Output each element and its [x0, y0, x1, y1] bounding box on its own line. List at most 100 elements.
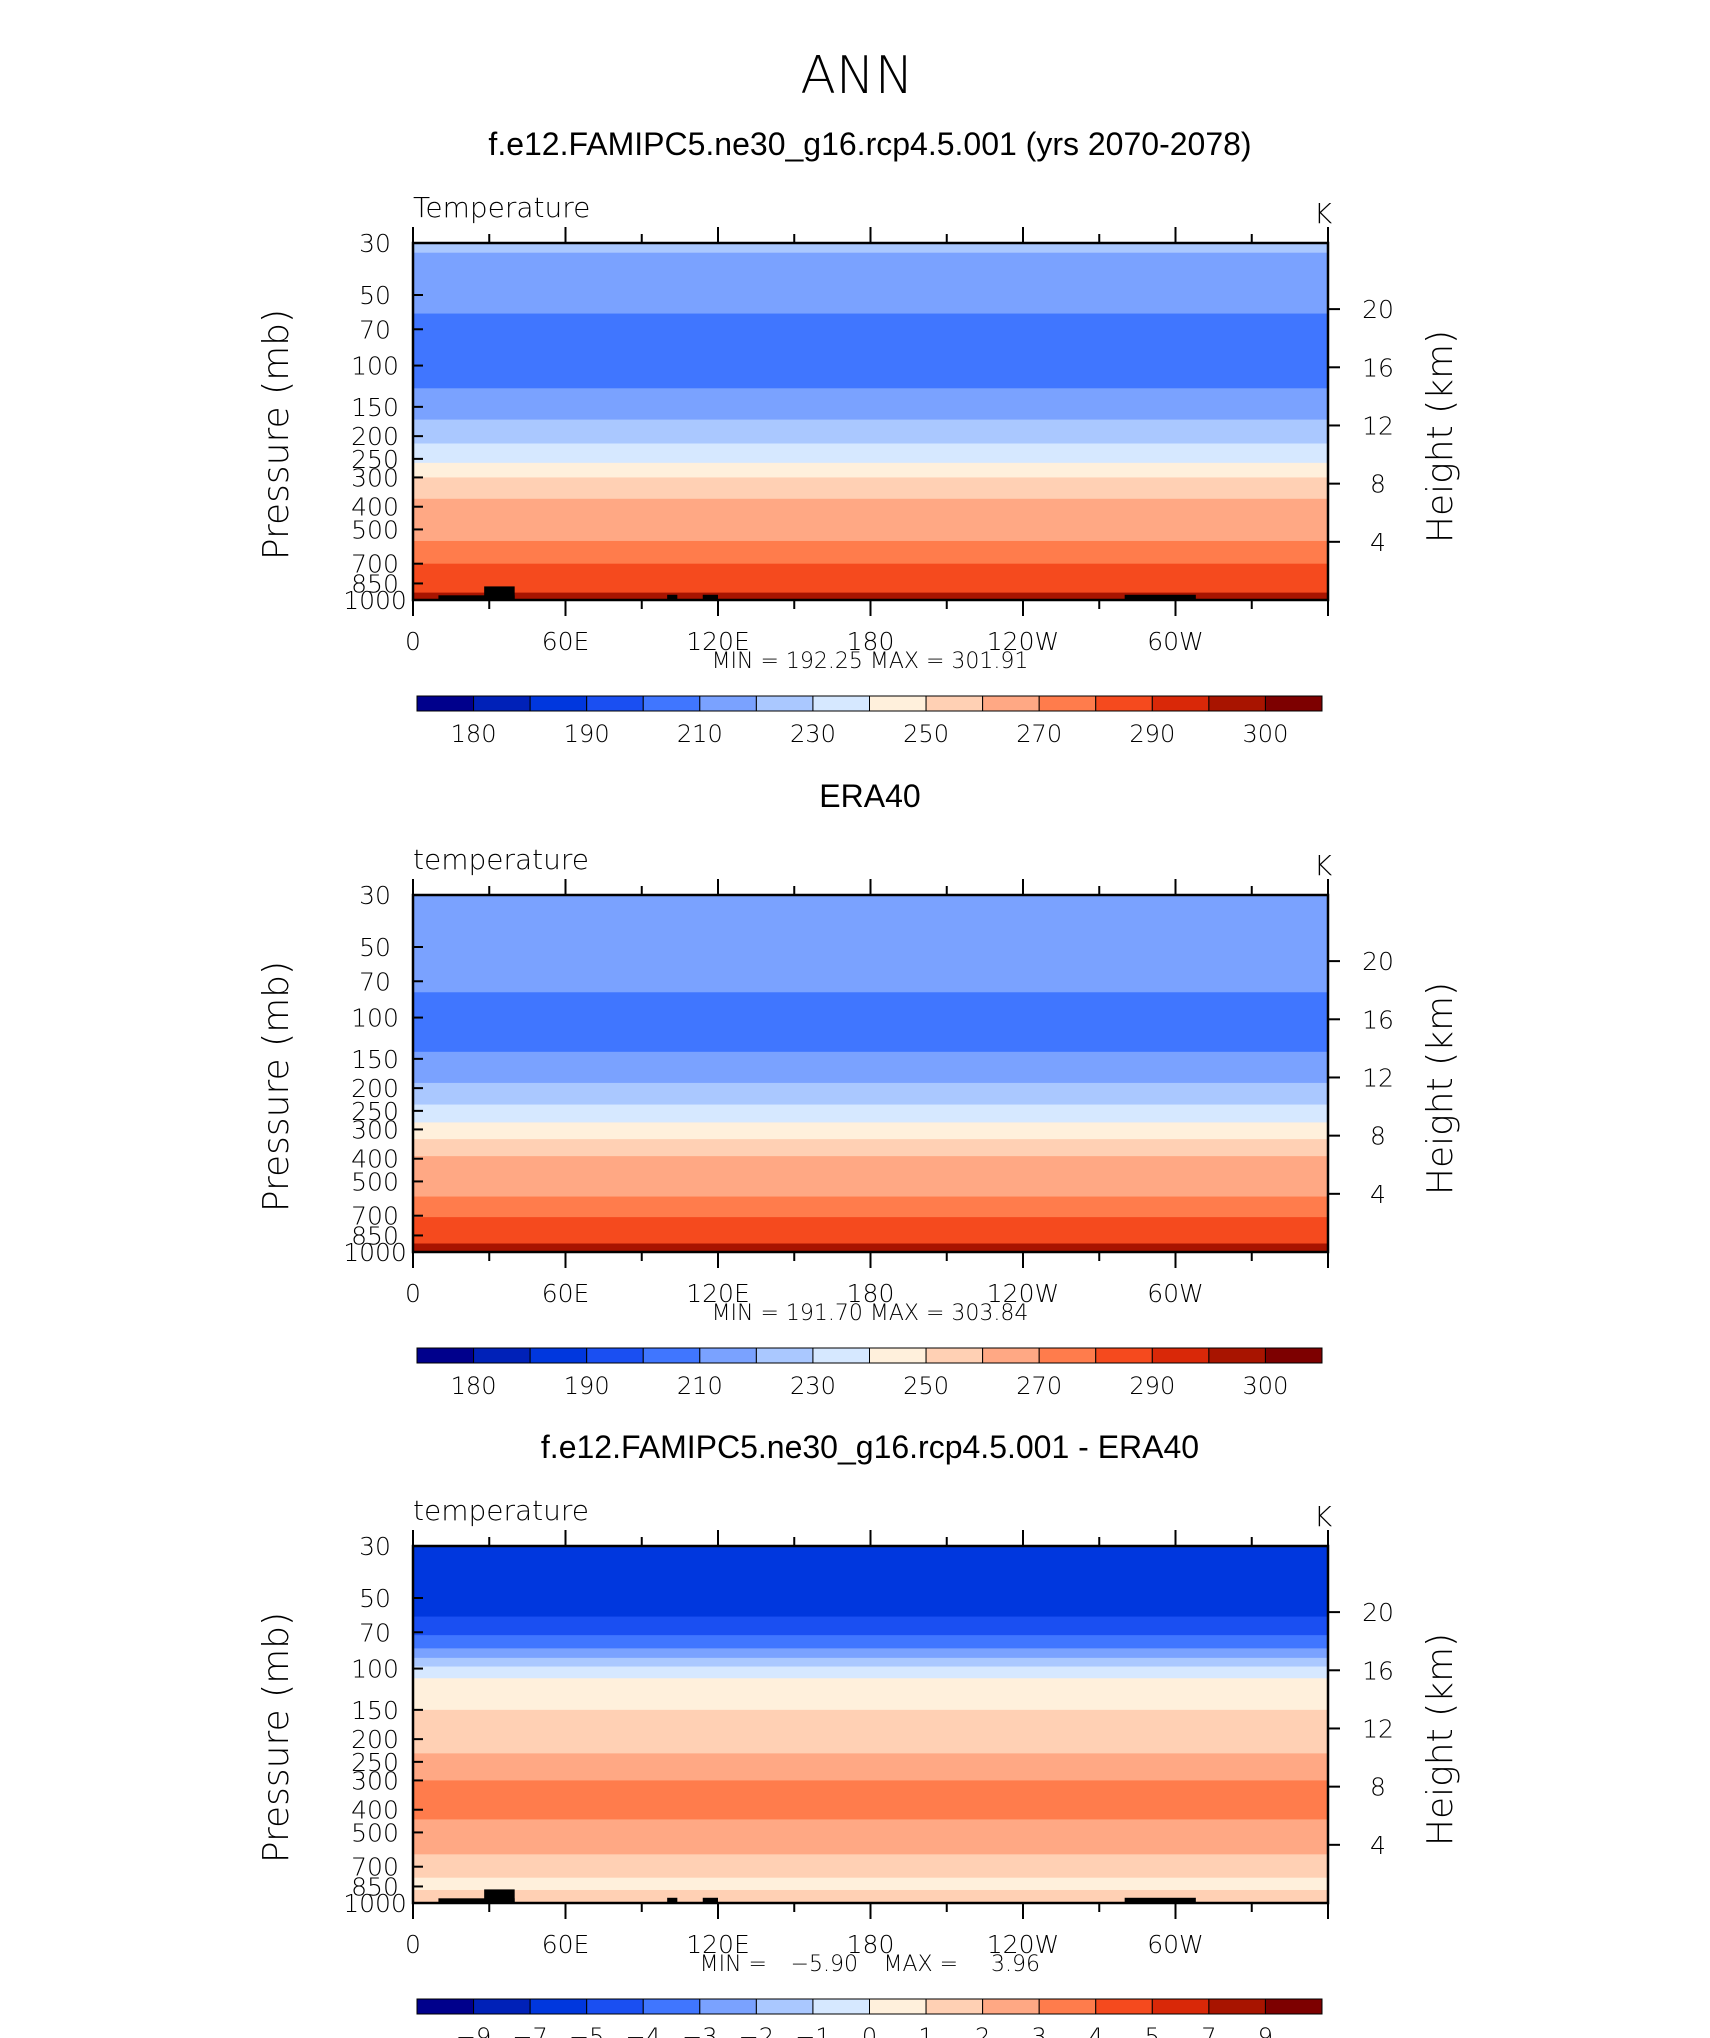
pressure-tick-label: 700	[351, 550, 399, 579]
contour-band	[413, 1753, 1328, 1782]
topography-mask	[484, 1889, 515, 1903]
panel-3: f.e12.FAMIPC5.ne30_g16.rcp4.5.001 - ERA4…	[256, 1429, 1461, 2038]
colorbar-label: 190	[564, 720, 610, 748]
colorbar-label: 250	[903, 720, 949, 748]
colorbar-swatch	[473, 1998, 531, 2015]
contour-band	[413, 1877, 1328, 1891]
colorbar-swatch	[529, 695, 588, 712]
pressure-tick-label: 200	[351, 1074, 399, 1103]
colorbar-label: 3	[1032, 2023, 1047, 2038]
colorbar-swatch	[642, 1998, 701, 2015]
colorbar-swatch	[699, 695, 757, 712]
colorbar-swatch	[755, 695, 814, 712]
contour-band	[413, 477, 1328, 500]
contour-band	[413, 1104, 1328, 1124]
pressure-tick-label: 850	[351, 569, 399, 598]
colorbar-label: −9	[456, 2023, 491, 2038]
colorbar-swatch	[1151, 695, 1210, 712]
lon-tick-label: 60W	[1147, 1279, 1204, 1308]
height-tick-label: 20	[1362, 295, 1394, 324]
contour-band	[413, 1122, 1328, 1140]
contour-band	[413, 540, 1328, 565]
colorbar-swatch	[1264, 1347, 1323, 1364]
topography-mask	[702, 1897, 718, 1903]
colorbar-label: 290	[1129, 720, 1175, 748]
pressure-tick-label: 70	[359, 315, 391, 344]
contour-band	[413, 462, 1328, 479]
contour-band	[413, 388, 1328, 421]
height-tick-label: 8	[1370, 1122, 1386, 1151]
panel-1: f.e12.FAMIPC5.ne30_g16.rcp4.5.001 (yrs 2…	[256, 126, 1461, 748]
stats-min-max: MIN = 191.70 MAX = 303.84	[712, 1301, 1029, 1326]
colorbar-swatch	[1038, 1998, 1097, 2015]
pressure-tick-label: 150	[351, 393, 399, 422]
lon-tick-label: 120W	[987, 1930, 1059, 1959]
colorbar-swatch	[416, 695, 475, 712]
contour-band	[413, 419, 1328, 445]
pressure-tick-label: 850	[351, 1221, 399, 1250]
colorbar-swatch	[755, 1998, 814, 2015]
topography-mask	[667, 1897, 678, 1903]
lon-tick-label: 180	[847, 1930, 895, 1959]
lon-tick-label: 60E	[542, 627, 590, 656]
contour-band	[413, 520, 1328, 542]
lon-tick-label: 60E	[542, 1930, 590, 1959]
colorbar-label: 190	[564, 1372, 610, 1400]
units-label: K	[1314, 197, 1333, 230]
colorbar-label: 5	[1145, 2023, 1160, 2038]
colorbar-label: −1	[795, 2023, 830, 2038]
pressure-tick-label: 50	[359, 1584, 391, 1613]
contour-band	[413, 1819, 1328, 1855]
height-tick-label: 8	[1370, 470, 1386, 499]
units-label: K	[1314, 1500, 1333, 1533]
lon-tick-label: 60W	[1147, 627, 1204, 656]
height-tick-label: 20	[1362, 1598, 1394, 1627]
pressure-tick-label: 300	[351, 1115, 399, 1144]
pressure-tick-label: 400	[351, 493, 399, 522]
colorbar-swatch	[812, 1347, 870, 1364]
pressure-tick-label: 100	[351, 1655, 399, 1684]
lon-tick-label: 0	[405, 627, 421, 656]
pressure-tick-label: 500	[351, 1818, 399, 1847]
colorbar: −9 −7 −5 −4 −3 −2 −1 0 1 2 3 4 5 7 9	[416, 1998, 1323, 2038]
variable-label: temperature	[413, 843, 589, 876]
pressure-tick-label: 1000	[343, 1889, 407, 1918]
pressure-tick-label: 30	[359, 229, 391, 258]
pressure-tick-label: 30	[359, 1532, 391, 1561]
contour-band	[413, 1082, 1328, 1106]
pressure-tick-label: 250	[351, 445, 399, 474]
lon-tick-label: 120W	[987, 1279, 1059, 1308]
contour-band	[413, 1635, 1328, 1649]
contour-band	[413, 1051, 1328, 1084]
pressure-tick-label: 300	[351, 463, 399, 492]
colorbar-swatch	[699, 1347, 757, 1364]
colorbar-label: 270	[1016, 1372, 1062, 1400]
y2-axis-title: Height (km)	[1420, 1633, 1461, 1846]
contour-band	[413, 1196, 1328, 1218]
colorbar-label: 1	[918, 2023, 933, 2038]
contour-band	[413, 1139, 1328, 1157]
contour-band	[413, 1217, 1328, 1235]
topography-mask	[1124, 1897, 1196, 1903]
variable-label: Temperature	[413, 191, 590, 224]
colorbar-label: −2	[739, 2023, 774, 2038]
pressure-tick-label: 1000	[343, 1238, 407, 1267]
topography-mask	[1124, 594, 1196, 600]
contour-field	[413, 243, 1328, 601]
contour-band	[413, 1854, 1328, 1879]
colorbar-label: 250	[903, 1372, 949, 1400]
stats-min: −5.90	[791, 1952, 858, 1977]
panel-title: f.e12.FAMIPC5.ne30_g16.rcp4.5.001 - ERA4…	[541, 1429, 1199, 1465]
colorbar-swatch	[812, 695, 870, 712]
colorbar-swatch	[586, 695, 644, 712]
pressure-tick-label: 250	[351, 1748, 399, 1777]
contour-band	[413, 313, 1328, 389]
pressure-tick-label: 700	[351, 1853, 399, 1882]
y-axis-title: Pressure (mb)	[256, 1612, 297, 1863]
contour-band	[413, 252, 1328, 315]
colorbar: 180 190 210 230 250 270 290 300	[416, 695, 1323, 748]
lon-tick-label: 0	[405, 1930, 421, 1959]
topography-mask	[484, 586, 515, 600]
pressure-tick-label: 200	[351, 422, 399, 451]
colorbar-swatch	[1095, 1347, 1153, 1364]
